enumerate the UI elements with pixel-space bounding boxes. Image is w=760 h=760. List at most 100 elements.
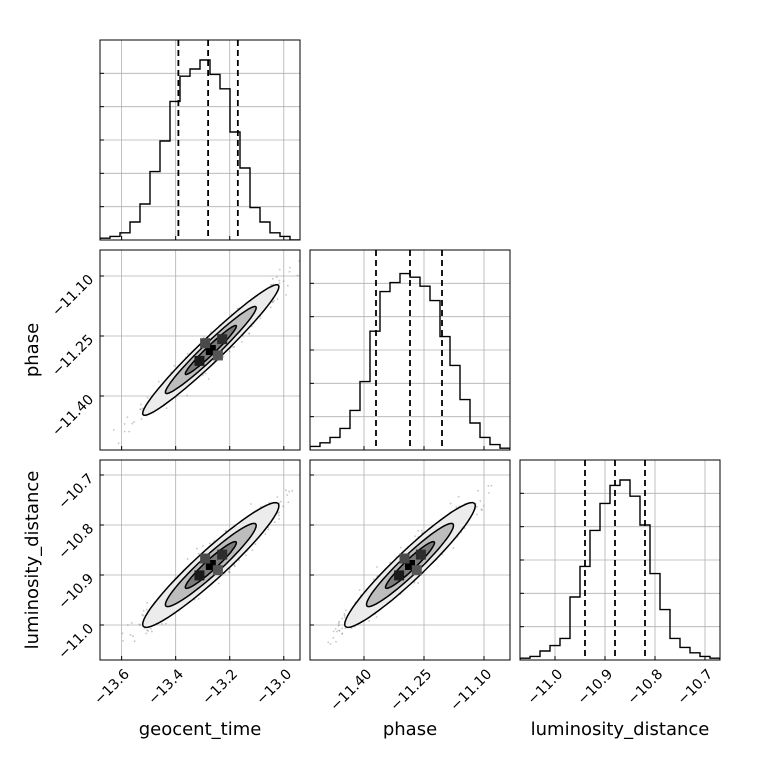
panel-luminosity-distance-geocent-time-sample-point — [138, 623, 141, 626]
xtick-label-geocent-time-3: −13.0 — [253, 666, 295, 708]
panel-luminosity-distance-phase-sample-point — [449, 502, 452, 505]
panel-phase-geocent-time-sample-point — [204, 372, 207, 375]
panel-luminosity-distance-geocent-time-sample-point — [142, 609, 145, 612]
panel-luminosity-distance-phase-sample-point — [337, 624, 340, 627]
panel-phase-geocent-time-sample-point — [248, 332, 250, 335]
xlabel-luminosity-distance-text: luminosity_distance — [531, 719, 710, 740]
panel-phase-geocent-time-sample-point — [202, 336, 205, 339]
xtick-label-luminosity-distance-2: −10.8 — [625, 666, 667, 708]
panel-luminosity-distance-phase-sample-point — [479, 500, 482, 502]
panel-luminosity-distance-geocent-time-sample-point — [165, 622, 167, 625]
xlabel-luminosity-distance: luminosity_distance — [531, 719, 710, 740]
panel-phase-geocent-time-sample-point — [286, 284, 289, 287]
xlabel-geocent-time-text: geocent_time — [139, 719, 262, 740]
xlabel-phase-text: phase — [383, 719, 437, 740]
panel-phase-geocent-time-sample-point — [112, 428, 115, 431]
panel-luminosity-distance-geocent-time-sample-point — [278, 518, 281, 520]
panel-luminosity-distance-luminosity-distance-histogram — [520, 479, 720, 660]
panel-phase-geocent-time-sample-point — [242, 335, 244, 337]
panel-phase-geocent-time-sample-point — [133, 421, 135, 423]
panel-luminosity-distance-geocent-time-sample-point — [288, 490, 291, 493]
panel-luminosity-distance-phase-sample-point — [343, 613, 346, 615]
panel-luminosity-distance-phase-sample-point — [420, 529, 423, 532]
panel-phase-geocent-time-sample-point — [232, 346, 234, 348]
panel-phase-geocent-time-sample-point — [117, 442, 120, 445]
panel-phase-geocent-time-sample-point — [269, 283, 272, 286]
panel-luminosity-distance-phase-sample-point — [417, 530, 420, 532]
panel-phase-geocent-time-sample-point — [140, 403, 143, 406]
panel-luminosity-distance-phase-sample-point — [414, 535, 416, 538]
xtick-label-phase-0: −11.40 — [327, 666, 375, 714]
panel-luminosity-distance-geocent-time-sample-point — [142, 614, 145, 617]
ytick-label-phase-2: −11.10 — [49, 272, 97, 320]
panel-luminosity-distance-geocent-time-density-cell-2 — [217, 549, 228, 560]
panel-luminosity-distance-phase-density-cell-3 — [399, 553, 410, 564]
panel-luminosity-distance-phase-sample-point — [332, 636, 335, 639]
panel-luminosity-distance-geocent-time-density-cell-4 — [212, 565, 223, 576]
panel-phase-geocent-time-sample-point — [173, 364, 176, 367]
panel-phase-geocent-time-sample-point — [131, 422, 134, 425]
panel-luminosity-distance-phase-density-core — [394, 549, 426, 581]
panel-phase-geocent-time-sample-point — [273, 299, 276, 302]
panel-phase-geocent-time-density-cell-1 — [205, 345, 216, 355]
panel-luminosity-distance-phase-sample-point — [372, 578, 375, 581]
xtick-label-geocent-time-0: −13.6 — [91, 666, 133, 708]
panel-luminosity-distance-geocent-time-sample-point — [202, 545, 204, 547]
ylabel-phase-text: phase — [22, 323, 43, 377]
panel-luminosity-distance-geocent-time-sample-point — [228, 571, 231, 574]
panel-luminosity-distance-geocent-time-sample-point — [276, 512, 279, 515]
panel-luminosity-distance-geocent-time-sample-point — [228, 568, 231, 571]
panel-luminosity-distance-phase-sample-point — [332, 630, 335, 633]
panel-luminosity-distance-geocent-time-sample-point — [301, 469, 303, 471]
panel-luminosity-distance-geocent-time-sample-point — [129, 633, 132, 636]
panel-luminosity-distance-phase-sample-point — [482, 504, 485, 507]
ytick-label-luminosity-distance-1: −10.9 — [55, 571, 97, 613]
panel-luminosity-distance-geocent-time-sample-point — [267, 528, 270, 531]
panel-luminosity-distance-phase-sample-point — [341, 627, 344, 630]
panel-luminosity-distance-phase-sample-point — [343, 616, 346, 619]
panel-luminosity-distance-phase-sample-point — [341, 632, 344, 635]
panel-luminosity-distance-geocent-time-sample-point — [251, 549, 254, 552]
panel-phase-geocent-time-sample-point — [285, 293, 287, 296]
panel-phase-geocent-time-sample-point — [271, 300, 274, 303]
panel-phase-geocent-time-sample-point — [140, 418, 143, 420]
panel-luminosity-distance-phase-sample-point — [480, 508, 483, 511]
panel-luminosity-distance-geocent-time-sample-point — [291, 490, 294, 492]
panel-luminosity-distance-phase-density-cell-0 — [394, 570, 405, 581]
ytick-label-luminosity-distance-3: −10.7 — [55, 471, 97, 513]
panel-luminosity-distance-phase-sample-point — [338, 629, 340, 632]
panel-luminosity-distance-geocent-time-density-cell-3 — [200, 553, 211, 564]
panel-luminosity-distance-geocent-time-sample-point — [122, 639, 124, 642]
panel-luminosity-distance-geocent-time-sample-point — [238, 559, 241, 562]
panel-luminosity-distance-geocent-time-density-cell-0 — [194, 570, 205, 581]
panel-luminosity-distance-geocent-time-sample-point — [282, 505, 285, 508]
panel-phase-geocent-time-sample-point — [275, 276, 278, 279]
panel-luminosity-distance-geocent-time-sample-point — [150, 627, 152, 630]
panel-phase-geocent-time-sample-point — [123, 430, 126, 433]
panel-luminosity-distance-geocent-time-sample-point — [121, 632, 124, 635]
panel-phase-geocent-time-density-cell-4 — [212, 350, 223, 361]
panel-luminosity-distance-geocent-time-sample-point — [285, 489, 287, 492]
ylabel-phase: phase — [22, 323, 43, 377]
xtick-label-geocent-time-2: −13.2 — [199, 666, 241, 708]
ylabel-luminosity-distance-text: luminosity_distance — [22, 471, 43, 650]
panel-phase-geocent-time-sample-point — [289, 266, 291, 269]
panel-phase-geocent-time-sample-point — [282, 280, 285, 283]
panel-phase-phase-frame — [309, 249, 511, 451]
panel-phase-geocent-time-sample-point — [128, 430, 131, 433]
panel-luminosity-distance-phase-sample-point — [335, 640, 337, 643]
panel-phase-geocent-time-sample-point — [259, 317, 262, 320]
panel-luminosity-distance-phase-sample-point — [476, 505, 478, 508]
panel-luminosity-distance-phase-sample-point — [389, 561, 391, 564]
panel-phase-geocent-time-sample-point — [269, 306, 272, 309]
panel-luminosity-distance-phase-density-cell-4 — [411, 565, 422, 576]
panel-luminosity-distance-geocent-time-sample-point — [197, 597, 200, 600]
panel-luminosity-distance-geocent-time-sample-point — [233, 564, 236, 567]
panel-luminosity-distance-phase-sample-point — [336, 630, 338, 633]
panel-luminosity-distance-geocent-time-sample-point — [208, 542, 211, 545]
panel-phase-geocent-time-sample-point — [278, 268, 281, 271]
panel-luminosity-distance-phase-sample-point — [358, 589, 361, 591]
panel-phase-geocent-time-sample-point — [222, 355, 225, 358]
panel-phase-geocent-time-sample-point — [301, 263, 303, 265]
